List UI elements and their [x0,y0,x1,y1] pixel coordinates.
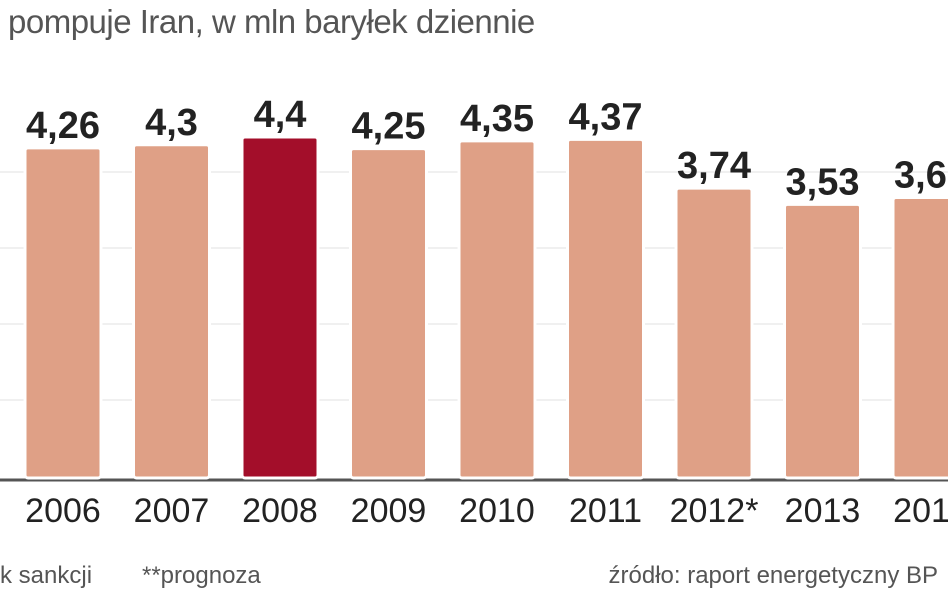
bar-2012 [674,186,754,480]
x-tick-label: 2006 [25,492,101,530]
x-tick-label: 2013 [785,492,861,530]
forecast-note: **prognoza [142,562,261,589]
x-tick-label: 2008 [242,492,318,530]
bar-chart: 4,26 2006 4,3 2007 4,4 2008 4,25 2009 4,35 2010 4,… [0,94,948,530]
bar-2011 [566,137,645,480]
x-tick-label: 2009 [351,492,427,530]
data-label: 4,4 [254,94,307,136]
x-tick-label: 2012* [670,492,759,530]
bar-2013 [783,202,862,480]
bar-2006 [23,146,103,480]
data-label: 3,53 [786,161,860,203]
x-tick-label: 2010 [459,492,535,530]
data-label: 3,74 [677,145,751,187]
data-label: 4,25 [352,106,426,148]
data-label: 3,62 [894,154,948,196]
x-tick-label: 2007 [134,492,210,530]
bar-2010 [457,139,537,480]
bar-2007 [132,143,211,480]
source-note: źródło: raport energetyczny BP [608,562,939,589]
chart-subtitle: pompuje Iran, w mln baryłek dziennie [8,3,535,40]
x-tick-label: 2011 [569,492,642,530]
x-tick-label: 2014 [893,492,948,530]
data-label: 4,37 [569,96,643,138]
data-label: 4,35 [460,98,534,140]
data-label: 4,26 [26,105,100,147]
bar-2009 [349,147,428,480]
bar-2008 [240,135,320,480]
sanctions-note: k sankcji [0,562,93,589]
data-label: 4,3 [145,102,198,144]
bar-2014 [891,195,948,480]
